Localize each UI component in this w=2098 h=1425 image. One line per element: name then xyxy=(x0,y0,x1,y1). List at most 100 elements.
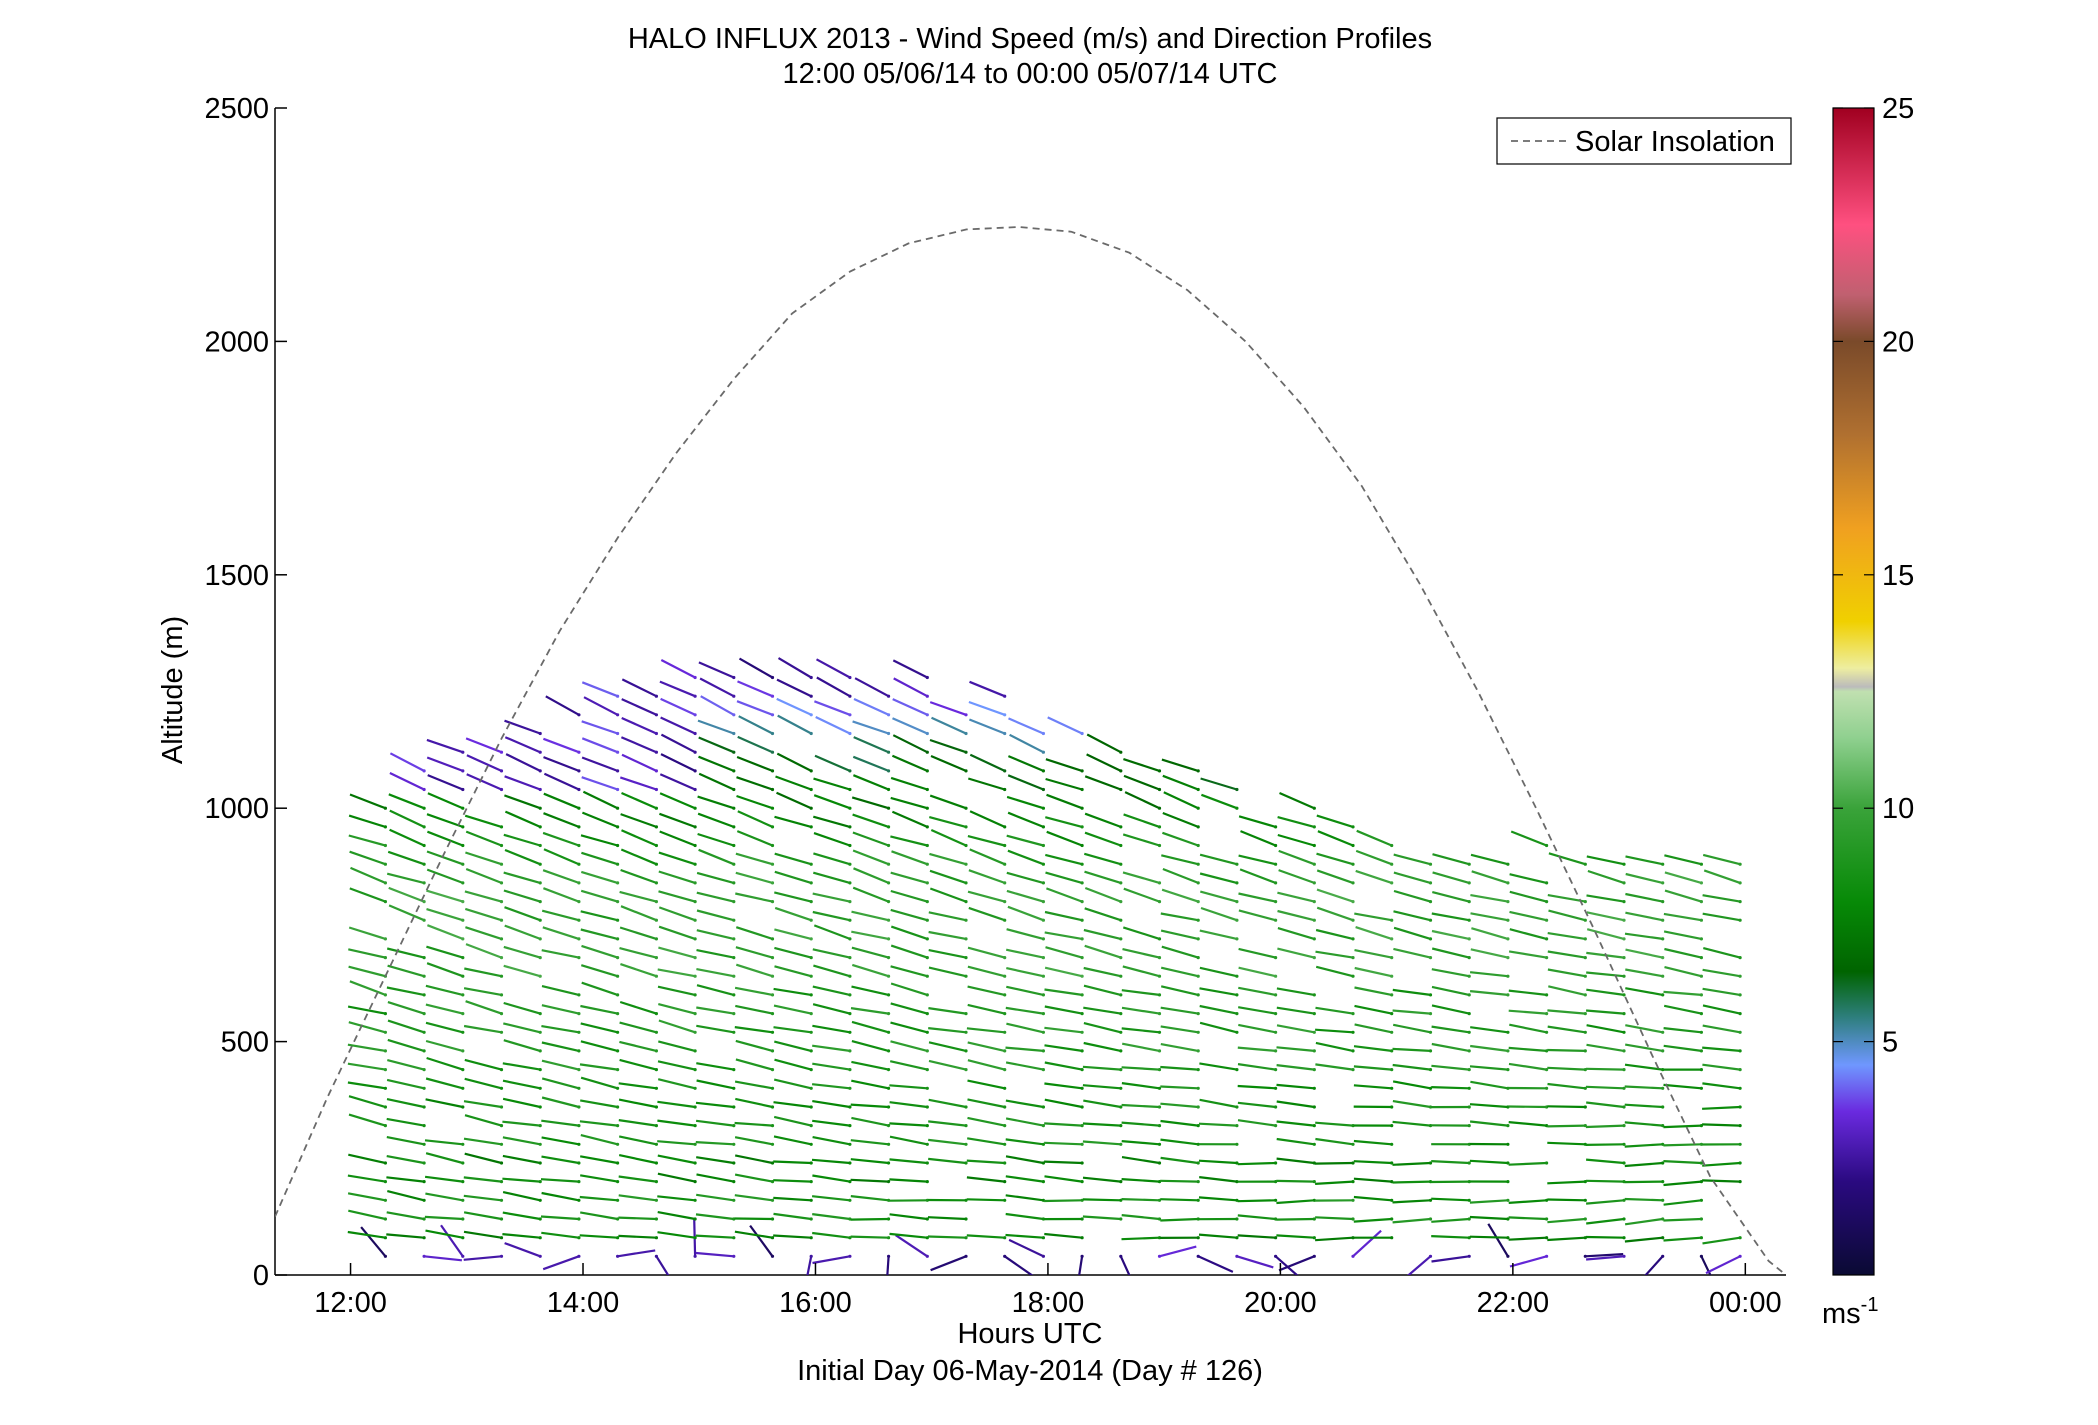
wind-barb-station xyxy=(1196,1012,1200,1016)
wind-barb xyxy=(1277,927,1315,940)
wind-barb-station xyxy=(616,769,620,773)
wind-barb-station xyxy=(1506,900,1510,904)
wind-barb xyxy=(657,1078,696,1090)
wind-barb-station xyxy=(616,843,620,848)
wind-barb-station xyxy=(383,825,387,829)
wind-barb-station xyxy=(809,1180,813,1184)
wind-barb-station xyxy=(654,1086,659,1090)
wind-barb-station xyxy=(499,1254,504,1258)
wind-barb xyxy=(1705,1255,1741,1275)
wind-barb xyxy=(1277,891,1315,903)
wind-barb-station xyxy=(461,1030,465,1034)
wind-barb xyxy=(892,734,928,754)
wind-barb xyxy=(620,963,657,978)
wind-barb-station xyxy=(848,956,852,960)
wind-barb-station xyxy=(1235,900,1239,904)
wind-barb xyxy=(773,1196,812,1202)
wind-barb xyxy=(850,1235,889,1239)
wind-barb xyxy=(928,1098,967,1109)
wind-barb-station xyxy=(770,825,775,829)
wind-barb-station xyxy=(1312,1254,1316,1258)
wind-barb-station xyxy=(1080,1124,1084,1128)
wind-barb-station xyxy=(1622,900,1626,904)
wind-barb-station xyxy=(1506,956,1510,960)
wind-barb-station xyxy=(461,1086,465,1090)
wind-barb-station xyxy=(383,1012,387,1016)
wind-barb xyxy=(504,719,541,735)
wind-barb xyxy=(1431,1004,1470,1015)
wind-barb-station xyxy=(809,1254,813,1258)
wind-barb-station xyxy=(1622,1105,1626,1109)
wind-barb xyxy=(658,906,696,922)
wind-barb xyxy=(698,661,735,679)
wind-barb xyxy=(1045,816,1083,828)
wind-barb xyxy=(1199,987,1238,996)
wind-barb-station xyxy=(577,825,581,829)
wind-barb xyxy=(386,986,425,996)
wind-barb-station xyxy=(1428,918,1433,922)
wind-barb xyxy=(348,948,386,959)
wind-barb-station xyxy=(1003,1012,1007,1016)
wind-barb xyxy=(386,1233,425,1239)
wind-barb xyxy=(1044,1160,1083,1165)
wind-barb-station xyxy=(1274,825,1278,829)
wind-barb-station xyxy=(1003,731,1007,736)
wind-barb xyxy=(895,1234,928,1258)
wind-barb-station xyxy=(925,900,929,904)
wind-barb xyxy=(349,980,386,996)
wind-barb xyxy=(1547,1025,1586,1034)
wind-barb xyxy=(1471,870,1509,884)
wind-barb xyxy=(1353,1139,1392,1146)
wind-barb-station xyxy=(538,843,542,848)
wind-barb xyxy=(620,868,657,884)
wind-barb xyxy=(580,1040,618,1052)
wind-barb-station xyxy=(887,881,891,885)
wind-barb-station xyxy=(577,1161,581,1165)
wind-barb xyxy=(386,1078,425,1090)
wind-barb xyxy=(1469,1215,1508,1221)
wind-barb-station xyxy=(1041,1254,1045,1258)
wind-barb-station xyxy=(1041,731,1045,736)
wind-barb-station xyxy=(1080,806,1084,810)
wind-barb xyxy=(1237,1046,1276,1052)
wind-barb xyxy=(1702,1179,1741,1183)
wind-barb xyxy=(850,1158,889,1165)
wind-barb xyxy=(425,1021,464,1034)
wind-barb xyxy=(892,717,928,735)
wind-barb-station xyxy=(1235,1105,1239,1109)
wind-barb xyxy=(966,1198,1005,1202)
wind-barb-station xyxy=(809,675,813,680)
wind-barb xyxy=(1199,872,1238,884)
wind-barb xyxy=(1509,928,1547,940)
wind-barb-station xyxy=(1699,1030,1703,1034)
wind-barb-station xyxy=(1080,881,1084,885)
wind-barb xyxy=(1431,1160,1470,1165)
wind-barb xyxy=(389,809,425,828)
wind-barb-station xyxy=(809,769,813,773)
wind-barb xyxy=(464,1058,502,1071)
wind-barb-station xyxy=(1428,956,1433,960)
wind-barb xyxy=(386,1155,425,1165)
wind-barb-station xyxy=(887,1030,891,1034)
wind-barb-station xyxy=(1545,843,1549,848)
wind-barb xyxy=(968,869,1006,884)
wind-barb-station xyxy=(1351,1049,1355,1053)
wind-barb-station xyxy=(616,713,620,717)
wind-barb xyxy=(389,828,425,847)
wind-barb xyxy=(1044,1199,1083,1203)
legend-label: Solar Insolation xyxy=(1575,126,1775,158)
wind-barb xyxy=(543,887,580,903)
wind-barb xyxy=(851,985,889,996)
wind-barb-station xyxy=(616,1012,620,1016)
wind-barb-station xyxy=(770,862,775,866)
wind-barb xyxy=(1005,1006,1044,1015)
wind-barb-station xyxy=(461,937,465,941)
wind-barb xyxy=(852,886,890,903)
wind-barb xyxy=(1586,1009,1625,1015)
wind-barb xyxy=(543,812,580,828)
wind-barb xyxy=(1006,928,1044,940)
wind-barb xyxy=(812,1174,851,1183)
wind-barb-station xyxy=(732,1142,736,1146)
wind-barb xyxy=(1407,1255,1432,1275)
wind-barb-station xyxy=(1235,1217,1239,1221)
